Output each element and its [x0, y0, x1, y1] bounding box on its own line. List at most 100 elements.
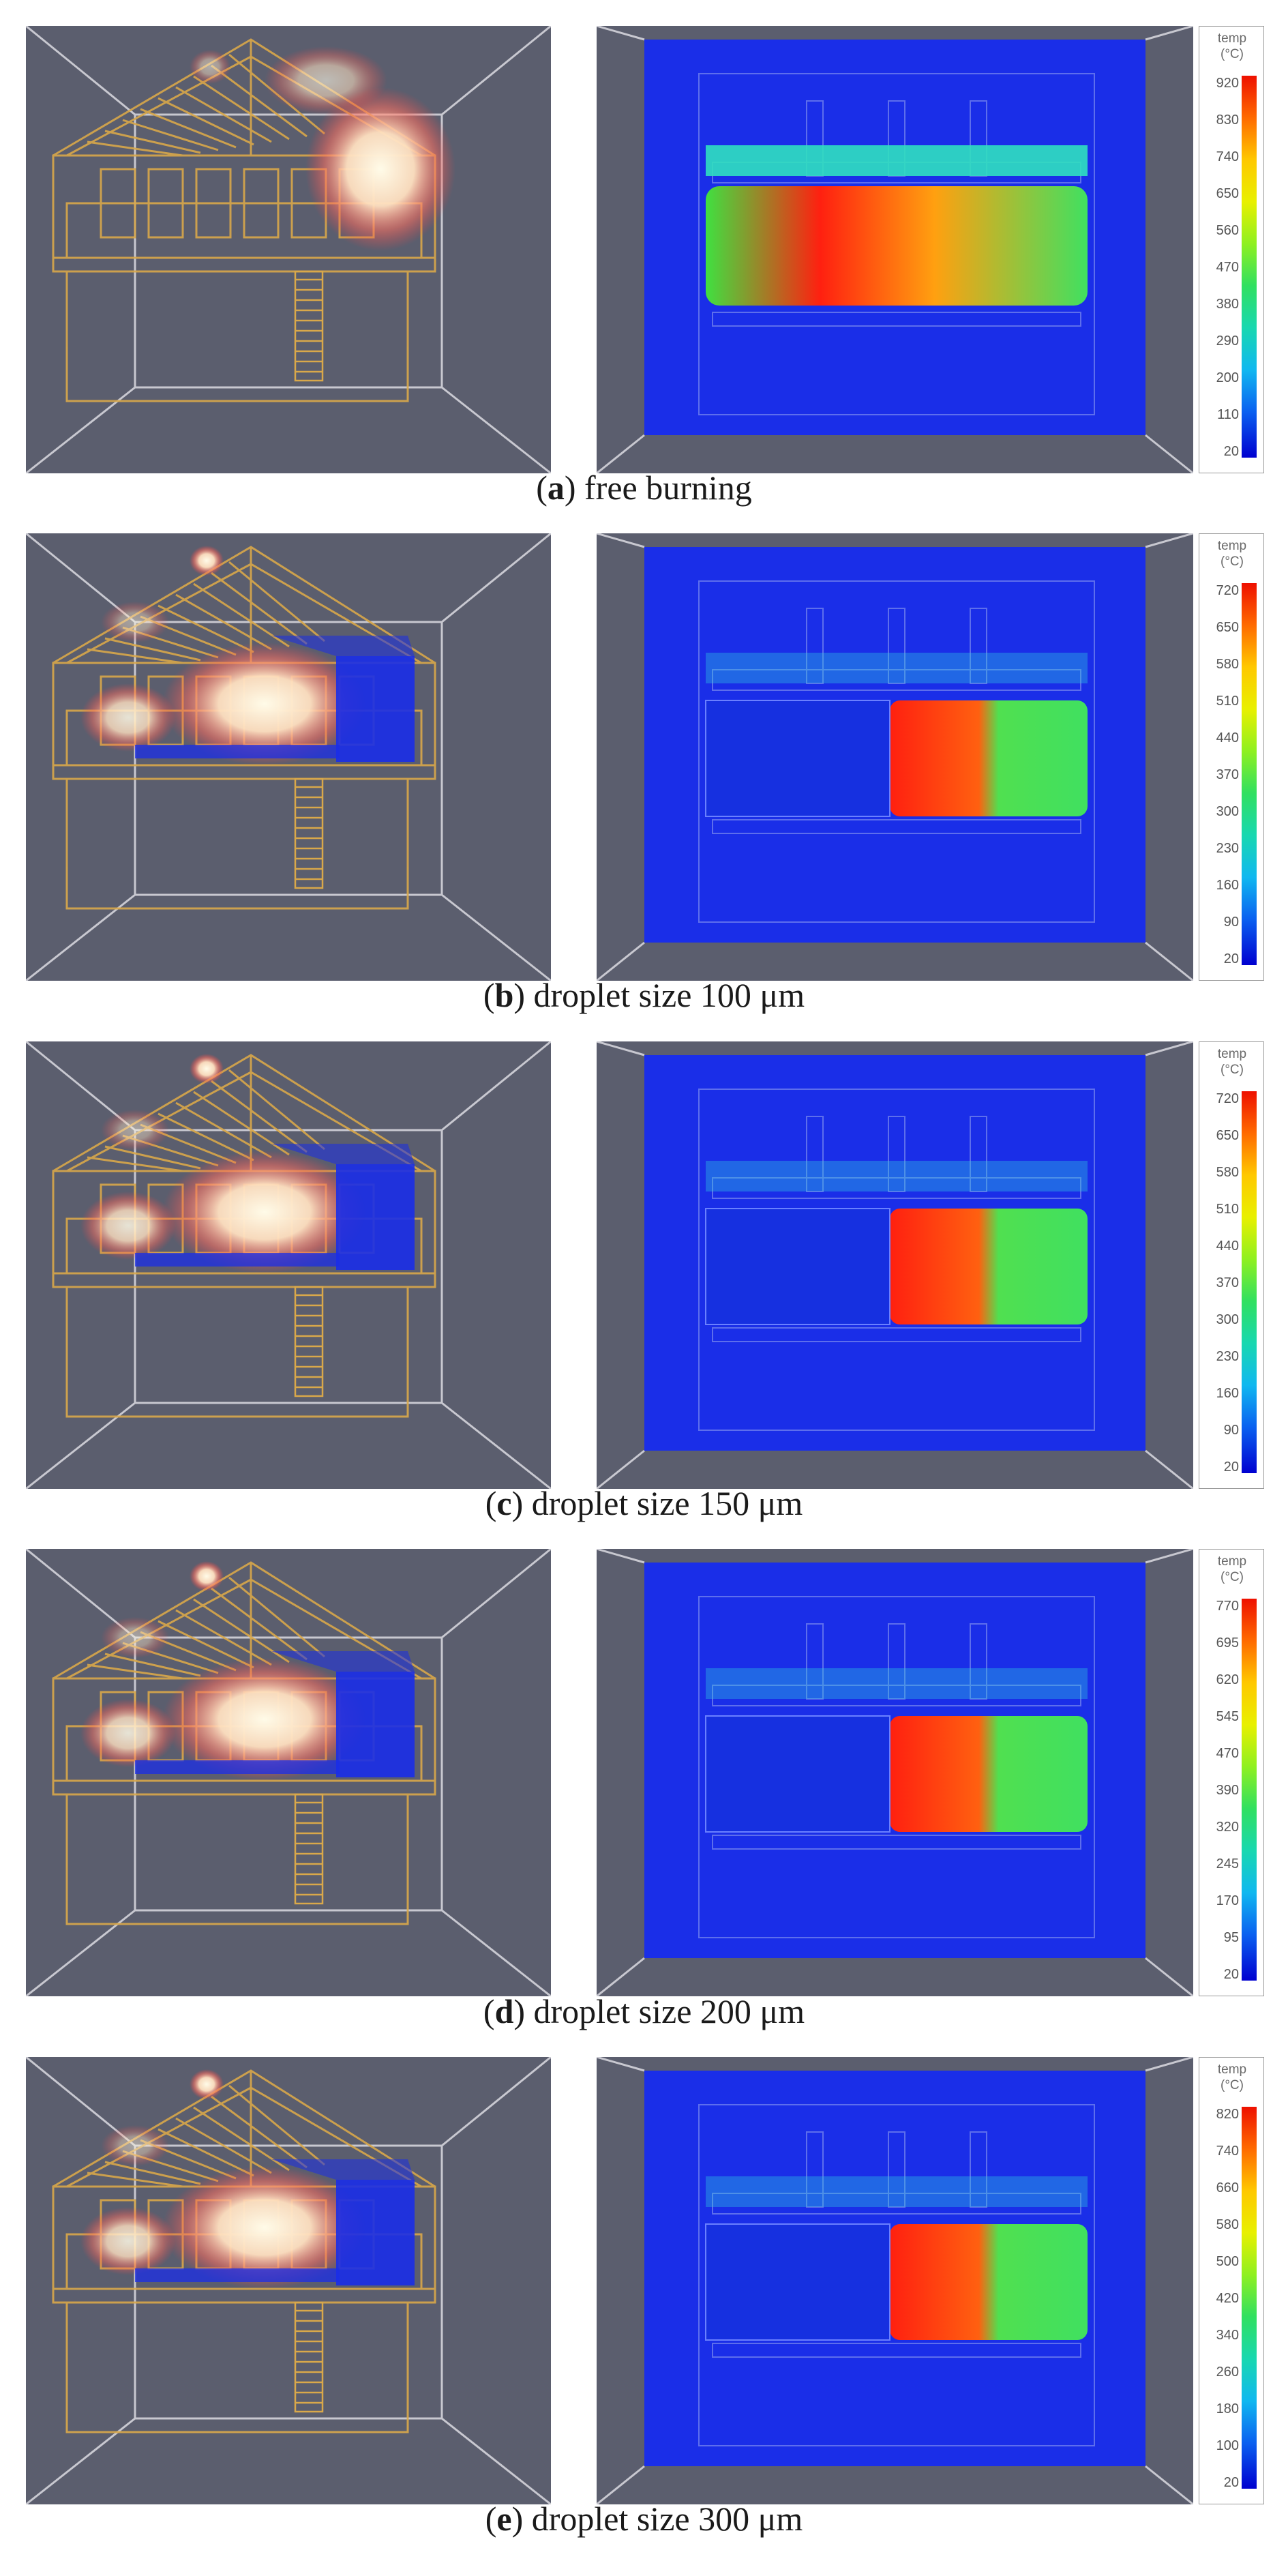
colorbar-tick-label: 160 — [1216, 878, 1239, 893]
truss-post — [806, 2131, 824, 2208]
panel-caption: (b) droplet size 100 μm — [483, 976, 805, 1014]
temperature-colorbar: temp (°C) 770 695 620 545 470 390 320 245 170 95 20 — [1199, 1549, 1264, 1996]
colorbar-tick-label: 770 — [1216, 1599, 1239, 1614]
colorbar-tick-label: 500 — [1216, 2254, 1239, 2269]
truss-post — [888, 608, 905, 684]
temperature-colorbar: temp (°C) 920 830 740 650 560 470 380 290 200 110 20 — [1199, 26, 1264, 473]
colorbar-gradient — [1242, 583, 1257, 965]
smokeview-3d-view — [26, 26, 551, 473]
water-droplets — [135, 636, 415, 762]
truss-post — [970, 1623, 987, 1700]
colorbar-tick-label: 95 — [1223, 1930, 1239, 1945]
colorbar-title-line2: (°C) — [1220, 1063, 1244, 1077]
house-outline — [698, 1089, 1095, 1431]
colorbar-tick-label: 170 — [1216, 1893, 1239, 1908]
stairs — [294, 270, 324, 382]
colorbar-tick-label: 20 — [1223, 2475, 1239, 2490]
panel-caption: (d) droplet size 200 μm — [483, 1992, 805, 2030]
fire-plume — [80, 546, 367, 765]
colorbar-tick-label: 740 — [1216, 149, 1239, 164]
colorbar-title-line1: temp — [1217, 539, 1247, 553]
colorbar-title-line1: temp — [1217, 31, 1247, 46]
colorbar-title: temp (°C) — [1199, 538, 1265, 569]
stairs — [294, 778, 324, 889]
colorbar-tick-label: 230 — [1216, 841, 1239, 856]
slice-frame — [597, 26, 1193, 473]
colorbar-tick-label: 470 — [1216, 260, 1239, 275]
temperature-slice-view — [597, 2057, 1193, 2504]
slice-frame — [597, 2057, 1193, 2504]
panel-letter: b — [494, 976, 514, 1014]
colorbar-tick-label: 420 — [1216, 2291, 1239, 2306]
cooled-zone — [705, 1715, 890, 1833]
panel-caption-text: droplet size 200 μm — [533, 1992, 805, 2030]
panel-b: temp (°C) 720 650 580 510 440 370 300 230 160 90 20 — [0, 533, 1288, 981]
room-wireframe — [26, 26, 551, 473]
colorbar-tick-label: 720 — [1216, 1091, 1239, 1106]
colorbar-tick-label: 580 — [1216, 657, 1239, 672]
colorbar-title-line2: (°C) — [1220, 554, 1244, 569]
colorbar-gradient — [1242, 76, 1257, 458]
temperature-colorbar: temp (°C) 720 650 580 510 440 370 300 230 160 90 20 — [1199, 1041, 1264, 1489]
colorbar-tick-label: 230 — [1216, 1349, 1239, 1364]
colorbar-tick-label: 20 — [1223, 444, 1239, 459]
colorbar-tick-label: 580 — [1216, 2217, 1239, 2232]
fire-plume — [80, 1054, 367, 1273]
panel-letter: c — [496, 1484, 512, 1522]
colorbar-title-line2: (°C) — [1220, 2078, 1244, 2092]
panel-d: temp (°C) 770 695 620 545 470 390 320 245 170 95 20 — [0, 1549, 1288, 1996]
stairs — [294, 1286, 324, 1397]
panel-caption-text: droplet size 150 μm — [531, 1484, 803, 1522]
fire-plume — [80, 2069, 367, 2289]
colorbar-tick-label: 370 — [1216, 767, 1239, 782]
truss-post — [970, 1116, 987, 1192]
truss-post — [888, 1623, 905, 1700]
hot-layer — [706, 186, 1088, 306]
colorbar-gradient — [1242, 1599, 1257, 1981]
temperature-slice-view — [597, 26, 1193, 473]
colorbar-title-line2: (°C) — [1220, 47, 1244, 61]
smokeview-3d-view — [26, 533, 551, 981]
slice-frame — [597, 1549, 1193, 1996]
colorbar-tick-label: 100 — [1216, 2438, 1239, 2453]
colorbar-title-line1: temp — [1217, 1047, 1247, 1061]
temperature-slice-view — [597, 1549, 1193, 1996]
stairs — [294, 1793, 324, 1905]
panel-letter: e — [496, 2500, 512, 2538]
panel-e: temp (°C) 820 740 660 580 500 420 340 260 180 100 20 — [0, 2057, 1288, 2504]
colorbar-tick-label: 90 — [1223, 1423, 1239, 1438]
truss-post — [806, 1116, 824, 1192]
colorbar-tick-label: 695 — [1216, 1635, 1239, 1650]
truss-post — [888, 1116, 905, 1192]
colorbar-tick-label: 545 — [1216, 1709, 1239, 1724]
panel-caption-text: droplet size 300 μm — [531, 2500, 803, 2538]
truss-post — [888, 2131, 905, 2208]
water-droplets — [135, 2159, 415, 2285]
colorbar-tick-label: 660 — [1216, 2180, 1239, 2195]
panel-c: temp (°C) 720 650 580 510 440 370 300 230 160 90 20 — [0, 1041, 1288, 1489]
truss-post — [970, 608, 987, 684]
colorbar-tick-label: 510 — [1216, 694, 1239, 709]
colorbar-tick-label: 720 — [1216, 583, 1239, 598]
colorbar-tick-label: 300 — [1216, 1312, 1239, 1327]
fire-plume — [190, 46, 455, 251]
temperature-colorbar: temp (°C) 820 740 660 580 500 420 340 260 180 100 20 — [1199, 2057, 1264, 2504]
fire-plume — [80, 1561, 367, 1781]
colorbar-gradient — [1242, 1091, 1257, 1473]
colorbar-title-line1: temp — [1217, 2062, 1247, 2077]
colorbar-tick-label: 560 — [1216, 223, 1239, 238]
colorbar-tick-label: 650 — [1216, 620, 1239, 635]
colorbar-tick-label: 90 — [1223, 915, 1239, 930]
hot-layer — [890, 1209, 1088, 1324]
hot-layer — [890, 1716, 1088, 1832]
house-outline — [698, 2104, 1095, 2446]
panel-caption: (a) free burning — [536, 469, 752, 507]
colorbar-tick-label: 20 — [1223, 1460, 1239, 1475]
colorbar-tick-label: 245 — [1216, 1856, 1239, 1871]
temperature-slice-view — [597, 533, 1193, 981]
colorbar-tick-label: 340 — [1216, 2328, 1239, 2343]
smokeview-3d-view — [26, 2057, 551, 2504]
cooled-zone — [705, 700, 890, 817]
panel-caption-text: droplet size 100 μm — [533, 976, 805, 1014]
colorbar-tick-label: 650 — [1216, 1128, 1239, 1143]
